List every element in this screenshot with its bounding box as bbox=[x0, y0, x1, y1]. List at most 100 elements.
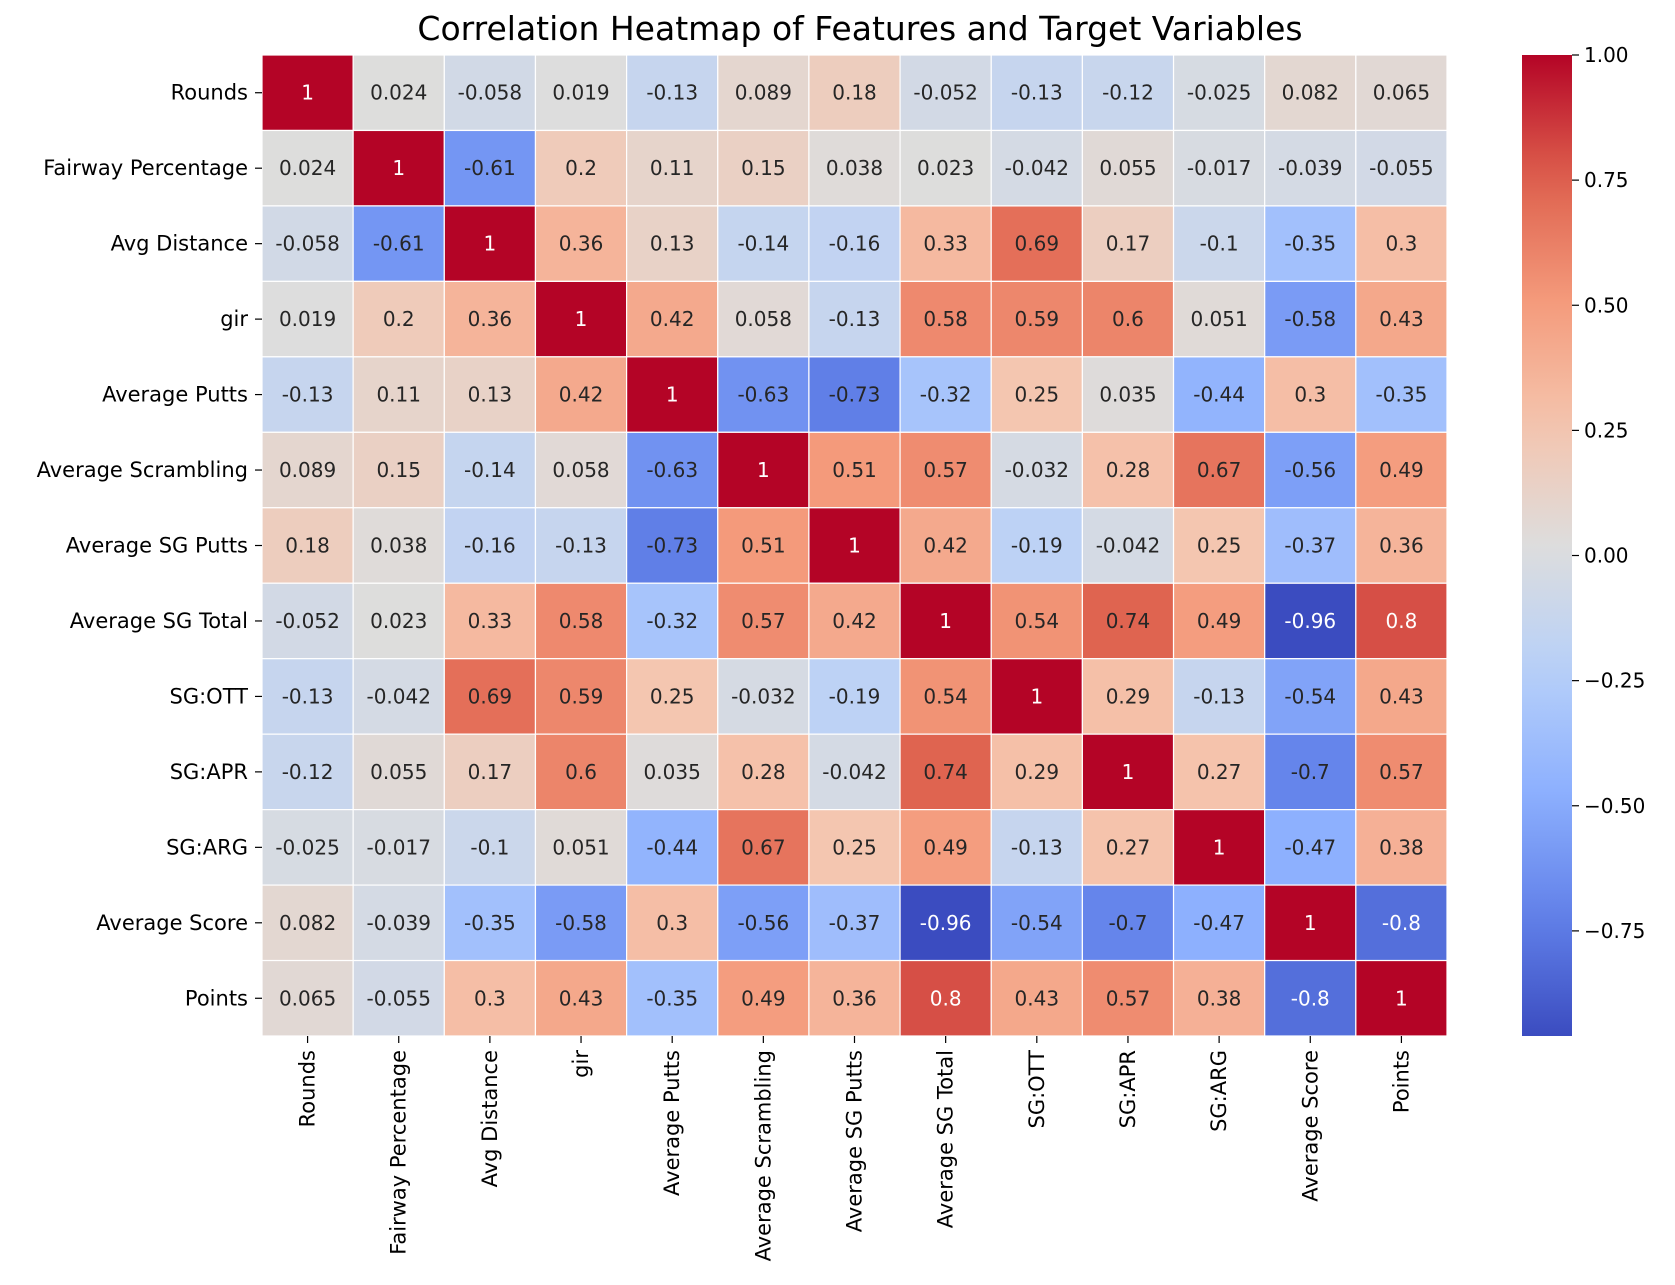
heatmap-cell bbox=[352, 356, 445, 433]
cell-value-label: 0.57 bbox=[741, 609, 786, 633]
y-tick-label: SG:ARG bbox=[166, 835, 248, 859]
cell-value-label: 0.13 bbox=[468, 383, 513, 407]
cell-value-label: 0.023 bbox=[370, 609, 427, 633]
heatmap-cell bbox=[990, 582, 1083, 660]
cell-value-label: 0.69 bbox=[468, 684, 513, 708]
cell-value-label: -0.35 bbox=[1376, 383, 1428, 407]
cell-value-label: 1 bbox=[666, 383, 679, 407]
cell-value-label: 0.058 bbox=[552, 458, 609, 482]
heatmap-cell bbox=[1264, 582, 1357, 660]
heatmap-cell bbox=[626, 205, 719, 282]
heatmap-cell bbox=[443, 129, 537, 207]
heatmap-cell bbox=[1355, 129, 1448, 207]
heatmap-cell bbox=[534, 884, 628, 962]
cell-value-label: -0.19 bbox=[829, 684, 881, 708]
heatmap-cell bbox=[534, 733, 628, 811]
heatmap-cell bbox=[808, 431, 901, 509]
heatmap-cell bbox=[899, 809, 992, 886]
cell-value-label: 0.035 bbox=[644, 760, 701, 784]
heatmap-cell bbox=[261, 431, 354, 509]
heatmap-cell bbox=[1264, 658, 1357, 735]
heatmap-cell bbox=[717, 658, 810, 735]
x-axis-labels: Rounds Fairway Percentage Avg Distance gir A… bbox=[296, 1036, 1413, 1261]
y-tick-label: Fairway Percentage bbox=[43, 156, 248, 180]
cell-value-label: -0.017 bbox=[1187, 156, 1251, 180]
cell-value-label: 0.33 bbox=[923, 232, 968, 256]
cell-value-label: -0.58 bbox=[555, 911, 607, 935]
cell-value-label: 0.18 bbox=[832, 81, 877, 105]
cell-value-label: 0.15 bbox=[741, 156, 786, 180]
heatmap-cell bbox=[1264, 431, 1357, 509]
heatmap-cell bbox=[626, 582, 719, 660]
cell-value-label: 0.36 bbox=[832, 986, 877, 1010]
cell-value-label: 1 bbox=[392, 156, 405, 180]
heatmap-cell bbox=[1172, 280, 1266, 358]
cell-value-label: 0.051 bbox=[1190, 307, 1247, 331]
heatmap-cell bbox=[1355, 733, 1448, 811]
cell-value-label: -0.47 bbox=[1284, 835, 1336, 859]
cell-value-label: 1 bbox=[939, 609, 952, 633]
cell-value-label: 0.43 bbox=[1379, 684, 1424, 708]
cell-value-label: -0.052 bbox=[275, 609, 339, 633]
heatmap-cell bbox=[808, 959, 901, 1037]
cell-value-label: 0.43 bbox=[559, 986, 604, 1010]
cell-value-label: 0.065 bbox=[279, 986, 336, 1010]
heatmap-cell bbox=[534, 507, 628, 584]
cell-value-label: 1 bbox=[1395, 986, 1408, 1010]
heatmap-cell bbox=[990, 129, 1083, 207]
cell-value-label: -0.1 bbox=[1200, 232, 1239, 256]
heatmap-cell bbox=[990, 658, 1083, 735]
y-tick-label: SG:OTT bbox=[170, 684, 249, 708]
heatmap-cell bbox=[352, 884, 445, 962]
cell-value-label: 0.25 bbox=[650, 684, 695, 708]
heatmap-cell bbox=[1172, 431, 1266, 509]
heatmap-cell bbox=[261, 733, 354, 811]
cell-value-label: -0.63 bbox=[646, 458, 698, 482]
cell-value-label: 0.055 bbox=[1099, 156, 1156, 180]
heatmap-cell bbox=[1081, 733, 1175, 811]
heatmap-cell bbox=[352, 431, 445, 509]
cell-value-label: -0.13 bbox=[1193, 684, 1245, 708]
cell-value-label: 0.42 bbox=[923, 534, 968, 558]
x-tick-label: SG:OTT bbox=[1025, 1050, 1049, 1129]
cell-value-label: 1 bbox=[484, 232, 497, 256]
cell-value-label: -0.96 bbox=[1284, 609, 1336, 633]
x-tick-label: gir bbox=[569, 1050, 593, 1078]
heatmap-cell bbox=[261, 280, 354, 358]
heatmap-cell bbox=[899, 431, 992, 509]
heatmap-cell bbox=[1355, 582, 1448, 660]
cell-value-label: 1 bbox=[1122, 760, 1135, 784]
x-tick-label: Average Score bbox=[1298, 1050, 1322, 1202]
cell-value-label: -0.058 bbox=[275, 232, 339, 256]
cell-value-label: 0.3 bbox=[1386, 232, 1418, 256]
cell-value-label: 0.36 bbox=[468, 307, 513, 331]
cell-value-label: -0.37 bbox=[1284, 534, 1336, 558]
heatmap-cell bbox=[1355, 959, 1448, 1037]
cell-value-label: -0.56 bbox=[737, 911, 789, 935]
cell-value-label: 0.58 bbox=[559, 609, 604, 633]
cell-value-label: -0.63 bbox=[737, 383, 789, 407]
cell-value-label: 0.019 bbox=[279, 307, 336, 331]
heatmap-cell bbox=[899, 959, 992, 1037]
cell-value-label: 0.2 bbox=[565, 156, 597, 180]
heatmap-cell bbox=[352, 54, 445, 132]
cell-value-label: 0.25 bbox=[1015, 383, 1060, 407]
colorbar: 1.00 0.75 0.50 0.25 0.00 −0.25 −0.50 −0.75 bbox=[1522, 43, 1645, 1036]
x-tick-label: Average SG Total bbox=[934, 1050, 958, 1228]
cell-value-label: -0.44 bbox=[1193, 383, 1245, 407]
cell-value-label: 0.67 bbox=[741, 835, 786, 859]
cell-value-label: 0.49 bbox=[923, 835, 968, 859]
cell-value-label: 0.54 bbox=[923, 684, 968, 708]
y-tick-label: Average SG Total bbox=[70, 609, 248, 633]
cell-value-label: 0.42 bbox=[650, 307, 695, 331]
colorbar-tick-label: −0.75 bbox=[1584, 919, 1645, 943]
cell-value-label: 0.038 bbox=[370, 534, 427, 558]
heatmap-cell bbox=[1264, 356, 1357, 433]
cell-value-label: 0.38 bbox=[1379, 835, 1424, 859]
cell-value-label: -0.61 bbox=[373, 232, 425, 256]
cell-value-label: -0.13 bbox=[555, 534, 607, 558]
cell-value-label: -0.042 bbox=[366, 684, 430, 708]
heatmap-cell bbox=[717, 54, 810, 132]
y-tick-label: SG:APR bbox=[170, 760, 248, 784]
